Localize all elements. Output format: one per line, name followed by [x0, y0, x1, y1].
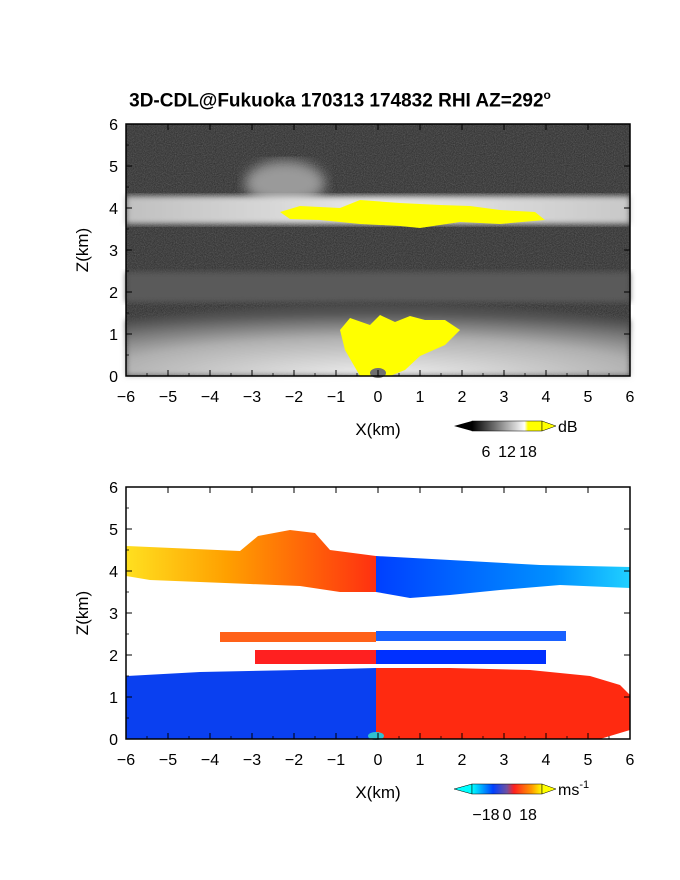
- boundary-layer-west-echo: [126, 668, 376, 739]
- x-tick-label: 5: [584, 389, 593, 406]
- x-tick-label: 1: [416, 389, 425, 406]
- x-tick-label: 0: [374, 389, 383, 406]
- x-tick-label: −4: [201, 389, 219, 406]
- y-tick-label: 1: [109, 690, 118, 707]
- x-tick-label: −4: [201, 752, 219, 769]
- x-tick-label: 5: [584, 752, 593, 769]
- boundary-layer-east-echo: [376, 668, 630, 739]
- y-tick-label: 0: [109, 732, 118, 749]
- colorbar-gradient: [471, 420, 543, 432]
- colorbar-max-arrow: [541, 420, 557, 432]
- chart-title: 3D-CDL@Fukuoka 170313 174832 RHI AZ=292o: [129, 88, 551, 112]
- colorbar-velocity: ms-1 −18 0 18: [453, 779, 589, 824]
- y-tick-label: 6: [109, 480, 118, 497]
- x-tick-label: −1: [327, 752, 345, 769]
- colorbar-unit: dB: [558, 419, 578, 436]
- y-tick-label: 3: [109, 606, 118, 623]
- x-tick-label: −5: [159, 752, 177, 769]
- y-tick-label: 1: [109, 327, 118, 344]
- x-axis-label: X(km): [355, 420, 400, 439]
- colorbar-tick-label: 6: [482, 444, 491, 461]
- x-tick-label: 6: [626, 752, 635, 769]
- saturated-surface-echo: [340, 315, 460, 376]
- x-tick-label: −2: [285, 752, 303, 769]
- y-tick-label: 2: [109, 648, 118, 665]
- x-tick-label: 2: [458, 389, 467, 406]
- colorbar-unit: ms-1: [558, 779, 589, 799]
- y-tick-label: 4: [109, 201, 118, 218]
- y-tick-label: 5: [109, 159, 118, 176]
- x-tick-label: 0: [374, 752, 383, 769]
- upper-layer-west-echo: [126, 530, 376, 592]
- y-tick-label: 2: [109, 285, 118, 302]
- y-axis-label: Z(km): [73, 591, 92, 635]
- x-tick-label: −3: [243, 752, 261, 769]
- x-tick-label: −2: [285, 389, 303, 406]
- x-tick-label: −6: [117, 752, 135, 769]
- y-tick-label: 6: [109, 117, 118, 134]
- mid-streak-1-east: [376, 631, 566, 641]
- radar-site-marker: [368, 732, 384, 740]
- y-tick-label: 0: [109, 369, 118, 386]
- colorbar-gradient: [471, 783, 543, 795]
- saturated-top-echo: [280, 200, 545, 228]
- x-tick-label: 4: [542, 389, 551, 406]
- mid-streak-1-west: [220, 632, 376, 642]
- mid-streak-2-west: [255, 650, 376, 664]
- colorbar-max-arrow: [541, 783, 557, 795]
- colorbar-tick-label: 12: [498, 444, 516, 461]
- x-tick-label: −6: [117, 389, 135, 406]
- colorbar-tick-label: 18: [519, 444, 537, 461]
- x-tick-label: 6: [626, 389, 635, 406]
- colorbar-min-arrow: [453, 783, 473, 795]
- x-tick-label: 3: [500, 752, 509, 769]
- x-tick-label: −1: [327, 389, 345, 406]
- x-tick-label: 2: [458, 752, 467, 769]
- colorbar-reflectivity: dB 6 12 18: [454, 419, 578, 461]
- y-tick-label: 3: [109, 243, 118, 260]
- x-tick-label: −3: [243, 389, 261, 406]
- mid-layer-echo: [126, 272, 630, 302]
- y-axis-label: Z(km): [73, 228, 92, 272]
- x-tick-label: −5: [159, 389, 177, 406]
- x-tick-label: 1: [416, 752, 425, 769]
- velocity-panel: −6 −5 −4 −3 −2 −1 0 1 2 3 4 5 6 0 1 2 3 4 5 6 X(km) Z(km) ms-…: [73, 480, 635, 824]
- upper-layer-east-echo: [376, 556, 630, 598]
- y-tick-label: 5: [109, 522, 118, 539]
- plume-echo: [245, 161, 325, 205]
- y-tick-label: 4: [109, 564, 118, 581]
- colorbar-tick-label: −18: [472, 807, 499, 824]
- x-tick-label: 4: [542, 752, 551, 769]
- x-axis-label: X(km): [355, 783, 400, 802]
- colorbar-tick-label: 18: [519, 807, 537, 824]
- colorbar-tick-label: 0: [503, 807, 512, 824]
- mid-streak-2-east: [376, 650, 546, 664]
- colorbar-min-arrow: [454, 421, 472, 431]
- x-tick-label: 3: [500, 389, 509, 406]
